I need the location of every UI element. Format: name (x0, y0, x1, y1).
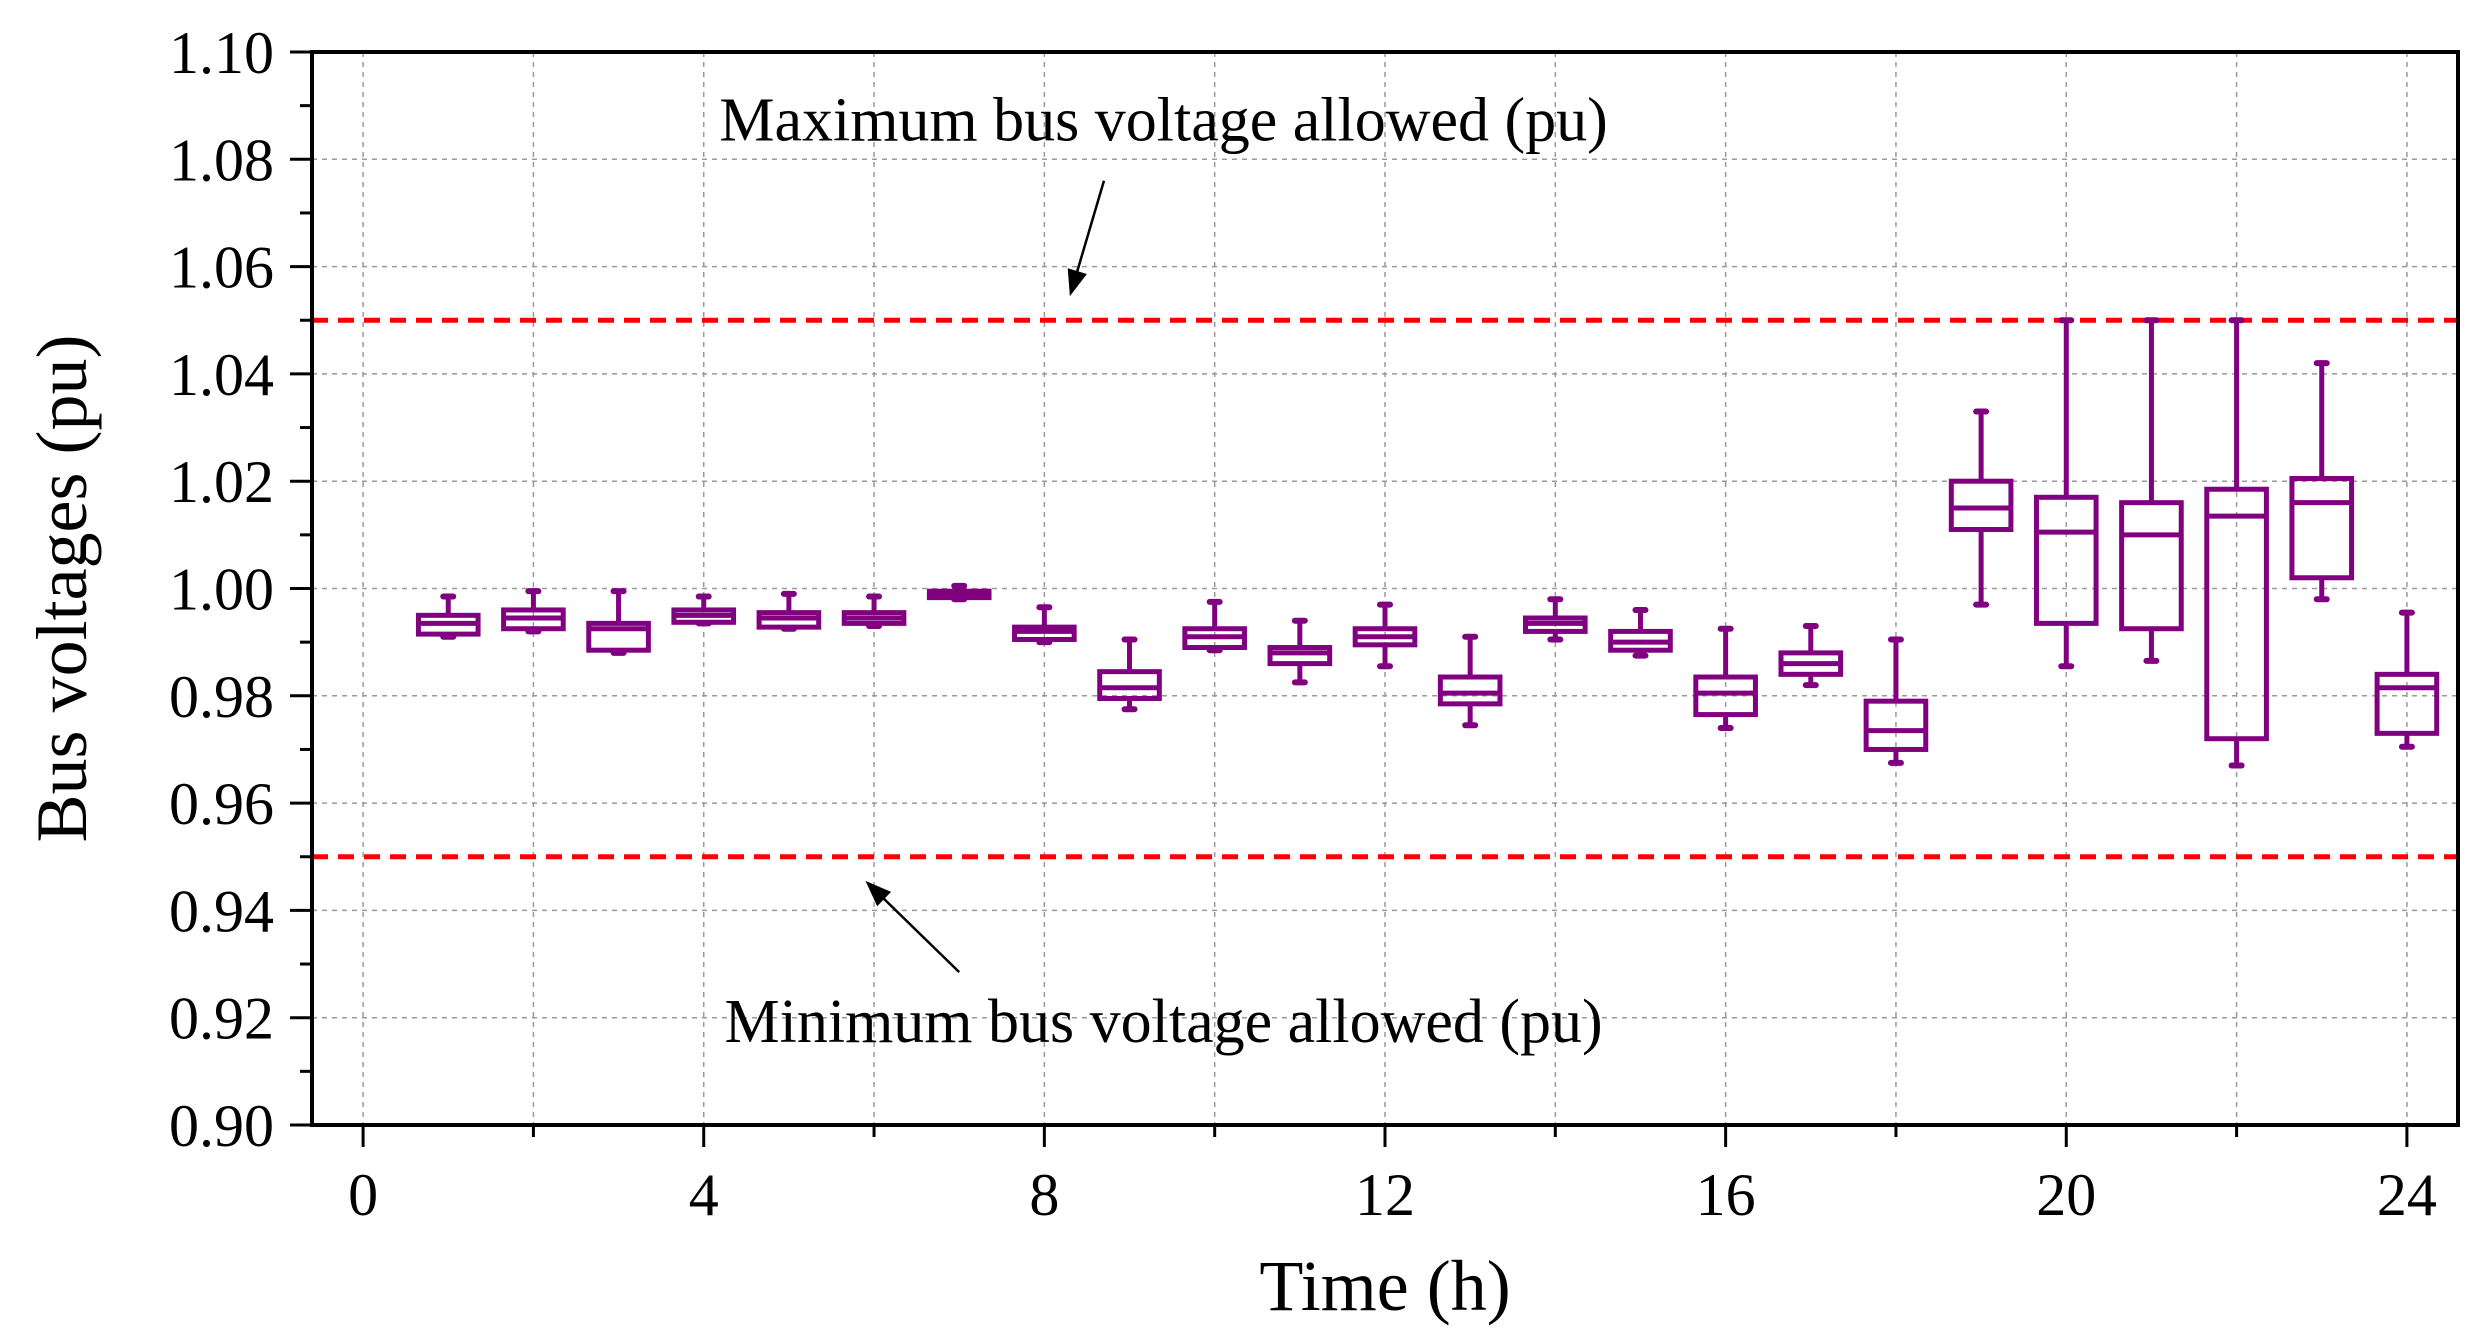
box-plot-h1 (415, 593, 481, 640)
box-plot-h22 (2204, 317, 2269, 769)
box-plot-h18 (1863, 636, 1929, 766)
box-plot-h3 (586, 588, 651, 656)
box-iqr (1267, 645, 1333, 667)
x-tick-label: 24 (2377, 1162, 2437, 1228)
annotation-max-arrow (1074, 180, 1106, 277)
x-tick-label: 16 (1696, 1162, 1756, 1228)
box-plot-h14 (1523, 596, 1588, 643)
box-iqr (1437, 674, 1503, 707)
box-plot-h9 (1097, 636, 1162, 713)
annotation-max-arrowhead (1067, 268, 1087, 297)
grid (312, 51, 2458, 1126)
box-plot-h13 (1437, 633, 1503, 729)
box-plot-h8 (1012, 604, 1077, 646)
box-iqr (2374, 671, 2440, 736)
box-plot-h20 (2033, 317, 2099, 670)
box-iqr (2289, 476, 2355, 581)
box-iqr (2033, 494, 2099, 626)
box-iqr (1097, 669, 1162, 701)
box-plot-h10 (1182, 598, 1247, 654)
annotation-min-label: Minimum bus voltage allowed (pu) (724, 988, 1602, 1056)
y-tick-label: 1.10 (169, 20, 274, 86)
annotation-min-arrow (879, 894, 961, 973)
x-tick-label: 12 (1355, 1162, 1415, 1228)
boxes (415, 317, 2440, 769)
limit-lines (312, 317, 2458, 860)
box-plot-h6 (841, 593, 907, 630)
y-tick-label: 0.90 (169, 1093, 274, 1159)
box-plot-h19 (1948, 408, 2014, 608)
y-tick-label: 1.02 (169, 449, 274, 515)
box-iqr (1948, 478, 2014, 532)
x-tick-label: 0 (348, 1162, 378, 1228)
box-plot-h21 (2119, 317, 2184, 664)
box-plot-h4 (671, 593, 737, 627)
box-plot-h5 (756, 590, 822, 632)
box-plot-h7 (926, 582, 992, 603)
box-plot-h23 (2289, 360, 2355, 603)
x-tick-label: 4 (689, 1162, 719, 1228)
box-plot-h17 (1778, 623, 1844, 689)
box-plot-h24 (2374, 609, 2440, 750)
annotation-min-arrowhead (865, 880, 892, 907)
y-tick-label: 0.92 (169, 986, 274, 1052)
box-iqr (1693, 674, 1758, 718)
y-tick-label: 1.06 (169, 235, 274, 301)
box-plot-h11 (1267, 617, 1333, 686)
box-iqr (586, 620, 651, 653)
box-iqr (2204, 486, 2269, 742)
annotations: Maximum bus voltage allowed (pu) Minimum… (719, 87, 1608, 1056)
y-tick-label: 1.04 (169, 342, 274, 408)
x-tick-label: 8 (1029, 1162, 1059, 1228)
box-plot-h12 (1352, 601, 1418, 670)
box-iqr (1863, 698, 1929, 752)
box-plot-h15 (1608, 606, 1673, 659)
box-plot-h16 (1693, 625, 1758, 731)
annotation-max-label: Maximum bus voltage allowed (pu) (719, 87, 1608, 155)
y-tick-label: 0.96 (169, 771, 274, 837)
y-tick-label: 0.94 (169, 878, 274, 944)
x-axis-title: Time (h) (1259, 1246, 1510, 1326)
y-tick-label: 1.00 (169, 557, 274, 623)
y-tick-label: 1.08 (169, 127, 274, 193)
y-axis-title: Bus voltages (pu) (22, 335, 102, 843)
y-tick-label: 0.98 (169, 664, 274, 730)
axes: 0 4 8 12 16 20 24 0.90 0.92 0.94 0.96 0.98 1.00 1.02 1… (169, 20, 2437, 1228)
box-plot-h2 (501, 588, 566, 635)
x-tick-label: 20 (2036, 1162, 2096, 1228)
box-iqr (2119, 500, 2184, 632)
